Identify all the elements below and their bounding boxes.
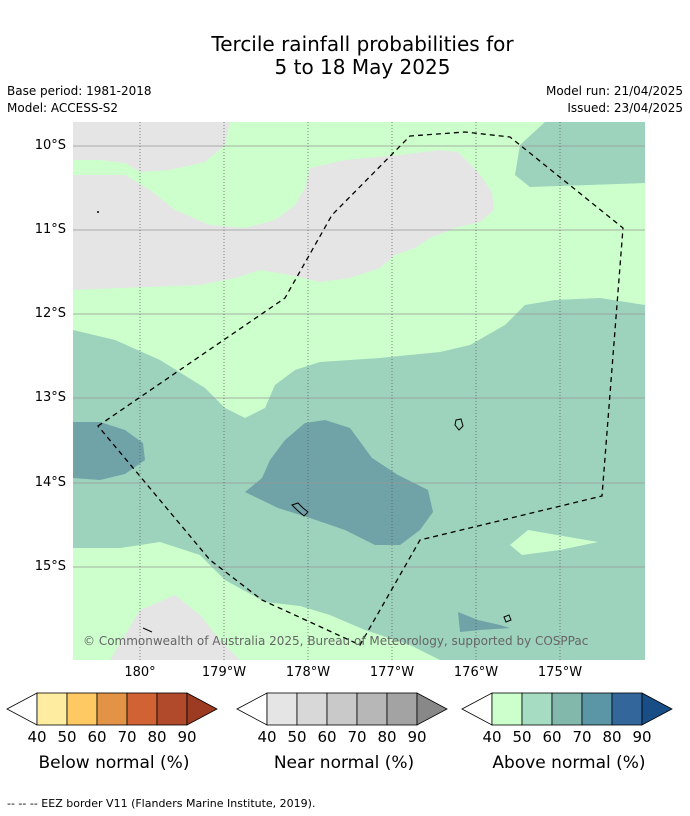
colorbar-tick-label: 60 — [317, 728, 337, 746]
colorbar-tick-label: 60 — [87, 728, 107, 746]
colorbar-tick-label: 70 — [572, 728, 592, 746]
above-normal-title: Above normal (%) — [492, 753, 646, 773]
lon-label: 175°W — [537, 665, 583, 680]
colorbar-segment — [126, 692, 158, 726]
colorbar-tick-label: 90 — [177, 728, 197, 746]
above-normal-60-region — [73, 422, 145, 480]
colorbar-segment — [156, 692, 188, 726]
base-period-text: Base period: 1981-2018 — [7, 84, 152, 98]
colorbar-tick-label: 90 — [632, 728, 652, 746]
colorbar-tick-label: 40 — [27, 728, 47, 746]
colorbar-tick-label: 80 — [377, 728, 397, 746]
colorbar-segment — [356, 692, 388, 726]
lat-label: 15°S — [34, 559, 66, 574]
lat-label: 13°S — [34, 390, 66, 405]
near-normal-colorbar — [236, 692, 448, 726]
above-normal-colorbar — [461, 692, 673, 726]
below-normal-colorbar — [6, 692, 218, 726]
colorbar-tick-label: 80 — [147, 728, 167, 746]
colorbar-segment — [36, 692, 68, 726]
lat-label: 10°S — [34, 138, 66, 153]
colorbar-segment — [326, 692, 358, 726]
legend-colorbars — [6, 692, 673, 726]
colorbar-segment — [386, 692, 418, 726]
island-outline — [454, 418, 464, 431]
lon-label: 176°W — [453, 665, 499, 680]
above-normal-60-region — [245, 420, 433, 545]
map-title-line1: Tercile rainfall probabilities for — [211, 32, 514, 56]
above-normal-40-region — [510, 530, 598, 555]
colorbar-segment — [581, 692, 613, 726]
island-outline — [503, 614, 512, 623]
colorbar-tick-label: 50 — [57, 728, 77, 746]
lat-label: 11°S — [34, 222, 66, 237]
colorbar-under-triangle — [236, 692, 268, 726]
colorbar-tick-label: 40 — [482, 728, 502, 746]
model-text: Model: ACCESS-S2 — [7, 101, 119, 115]
eez-border — [97, 131, 624, 646]
model-run-text: Model run: 21/04/2025 — [545, 84, 683, 98]
colorbar-under-triangle — [461, 692, 493, 726]
colorbar-segment — [66, 692, 98, 726]
colorbar-segment — [611, 692, 643, 726]
lat-label: 14°S — [34, 475, 66, 490]
near-normal-40-region — [73, 122, 494, 290]
near-normal-40-region — [110, 595, 240, 660]
above-normal-60-region — [458, 612, 510, 632]
colorbar-segment — [96, 692, 128, 726]
colorbar-segment — [521, 692, 553, 726]
colorbar-tick-label: 40 — [257, 728, 277, 746]
colorbar-over-triangle — [186, 692, 218, 726]
colorbar-over-triangle — [416, 692, 448, 726]
lat-label: 12°S — [34, 306, 66, 321]
near-normal-title: Near normal (%) — [273, 753, 415, 773]
colorbar-tick-label: 50 — [287, 728, 307, 746]
map-title-line2: 5 to 18 May 2025 — [274, 55, 451, 79]
below-normal-title: Below normal (%) — [38, 753, 190, 773]
lon-label: 180° — [124, 665, 156, 680]
island-dot — [97, 211, 99, 213]
eez-border-note: -- -- -- EEZ border V11 (Flanders Marine… — [7, 797, 316, 810]
colorbar-tick-label: 70 — [117, 728, 137, 746]
colorbar-segment — [491, 692, 523, 726]
colorbar-tick-label: 80 — [602, 728, 622, 746]
island-outline — [142, 627, 153, 633]
issued-text: Issued: 23/04/2025 — [567, 101, 683, 115]
lon-label: 179°W — [201, 665, 247, 680]
colorbar-tick-label: 50 — [512, 728, 532, 746]
copyright-text: © Commonwealth of Australia 2025, Bureau… — [83, 634, 589, 648]
lon-label: 177°W — [369, 665, 415, 680]
colorbar-tick-label: 60 — [542, 728, 562, 746]
colorbar-segment — [266, 692, 298, 726]
colorbar-tick-label: 70 — [347, 728, 367, 746]
colorbar-tick-label: 90 — [407, 728, 427, 746]
colorbar-segment — [296, 692, 328, 726]
lon-label: 178°W — [285, 665, 331, 680]
colorbar-under-triangle — [6, 692, 38, 726]
latitude-gridlines — [73, 145, 645, 568]
colorbar-over-triangle — [641, 692, 673, 726]
colorbar-segment — [551, 692, 583, 726]
